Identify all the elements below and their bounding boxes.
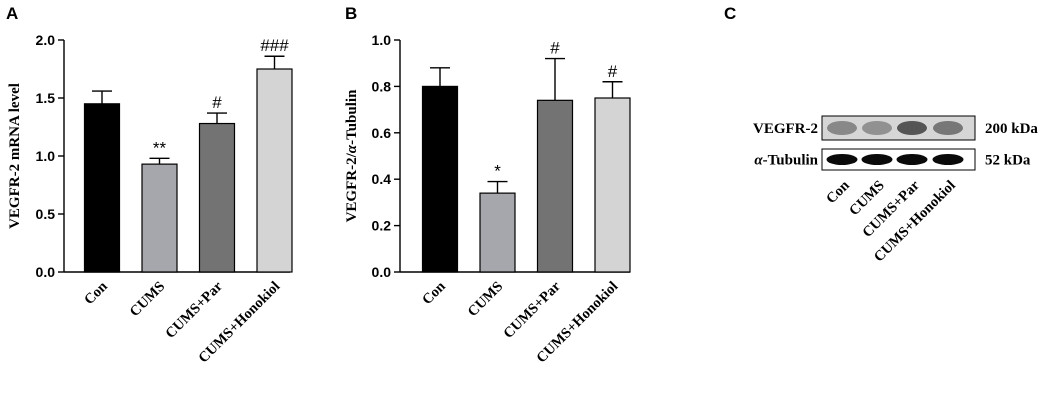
y-tick-label: 0.2 bbox=[372, 218, 392, 234]
blot-band bbox=[827, 121, 857, 135]
y-tick-label: 0.0 bbox=[36, 264, 56, 280]
chart-b: 0.00.20.40.60.81.0Con*CUMS#CUMS+Par#CUMS… bbox=[344, 32, 631, 366]
molecular-weight-label: 52 kDa bbox=[985, 153, 1031, 169]
blot-band bbox=[826, 154, 858, 165]
blot-band bbox=[933, 121, 963, 135]
y-tick-label: 1.0 bbox=[372, 32, 392, 48]
lane-label: Con bbox=[823, 178, 853, 208]
x-category-label: CUMS+Par bbox=[501, 278, 565, 342]
y-tick-label: 0.8 bbox=[372, 78, 392, 94]
x-category-label: Con bbox=[81, 279, 111, 309]
bar bbox=[479, 192, 516, 273]
bar bbox=[421, 85, 459, 273]
bar bbox=[594, 97, 631, 273]
protein-label-name: VEGFR-2 bbox=[753, 121, 818, 137]
significance-mark: * bbox=[494, 162, 501, 181]
chart-a: 0.00.51.01.52.0Con**CUMS#CUMS+Par###CUMS… bbox=[7, 32, 293, 366]
panel-label-b: B bbox=[345, 4, 357, 23]
y-axis-label-suffix: -Tubulin bbox=[344, 89, 360, 145]
blot-band bbox=[896, 154, 928, 165]
protein-label: VEGFR-2 bbox=[753, 121, 818, 137]
x-category-label: CUMS bbox=[465, 279, 507, 321]
y-tick-label: 0.0 bbox=[372, 264, 392, 280]
x-category-label: CUMS+Par bbox=[163, 278, 227, 342]
significance-mark: ** bbox=[153, 138, 167, 157]
bar bbox=[141, 163, 178, 273]
y-axis-label: VEGFR-2/α-Tubulin bbox=[344, 89, 360, 222]
molecular-weight-label: 200 kDa bbox=[985, 121, 1038, 137]
y-tick-label: 1.5 bbox=[36, 90, 56, 106]
significance-mark: ### bbox=[260, 36, 289, 55]
y-tick-label: 2.0 bbox=[36, 32, 56, 48]
y-tick-label: 0.4 bbox=[372, 171, 392, 187]
y-tick-label: 0.6 bbox=[372, 125, 392, 141]
protein-label-greek: α bbox=[754, 153, 763, 169]
panel-label-c: C bbox=[724, 4, 736, 23]
significance-mark: # bbox=[608, 62, 618, 81]
bar bbox=[83, 103, 121, 273]
significance-mark: # bbox=[212, 93, 222, 112]
significance-mark: # bbox=[550, 39, 560, 58]
blot-band bbox=[897, 121, 927, 135]
bar bbox=[198, 122, 236, 273]
protein-label: α-Tubulin bbox=[754, 153, 818, 169]
panel-label-a: A bbox=[6, 4, 18, 23]
y-tick-label: 1.0 bbox=[36, 148, 56, 164]
blot-band bbox=[932, 154, 964, 165]
y-axis-label: VEGFR-2 mRNA level bbox=[7, 83, 23, 229]
bar bbox=[256, 68, 293, 273]
protein-label-name: -Tubulin bbox=[763, 153, 819, 169]
y-axis-label-prefix: VEGFR-2/ bbox=[344, 152, 360, 222]
y-axis-label-greek: α bbox=[344, 144, 360, 153]
bar bbox=[536, 99, 574, 273]
x-category-label: Con bbox=[419, 279, 449, 309]
blot-band bbox=[862, 121, 892, 135]
blot-band bbox=[861, 154, 893, 165]
x-category-label: CUMS bbox=[127, 279, 169, 321]
y-tick-label: 0.5 bbox=[36, 206, 56, 222]
